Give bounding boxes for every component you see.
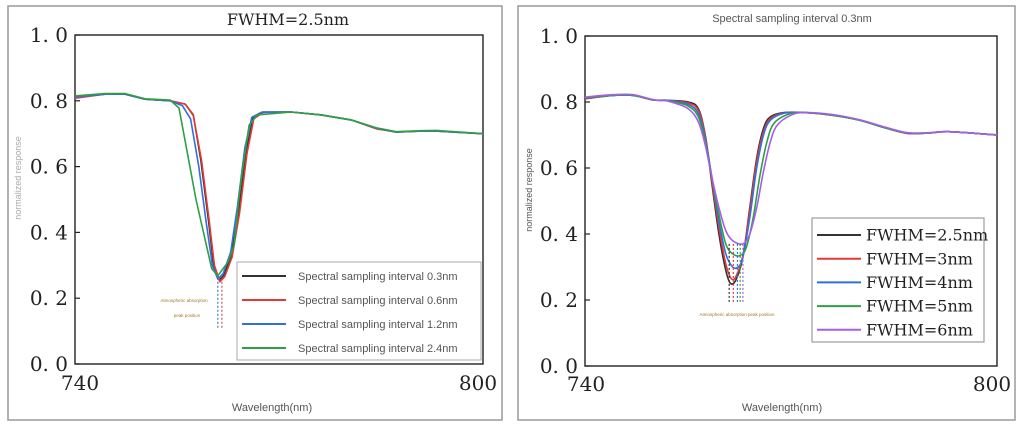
left-legend-box (236, 261, 482, 361)
right-x-tick-800: 800 (973, 372, 1011, 396)
legend-label: FWHM=3nm (866, 249, 973, 268)
y-tick-label: 0. 0 (30, 352, 68, 376)
y-tick-label: 0. 4 (540, 222, 578, 246)
left-y-axis-label: normalized response (13, 136, 23, 220)
series-line-5 (584, 93, 998, 245)
left-series-lines (74, 92, 484, 283)
left-chart-title: FWHM=2.5nm (227, 10, 349, 29)
legend-label: Spectral sampling interval 0.3nm (298, 271, 458, 283)
y-tick-label: 0. 2 (30, 286, 68, 310)
right-legend: FWHM=2.5nm FWHM=3nm FWHM=4nm FWHM=5nm FWHM=6… (811, 217, 988, 343)
left-x-tick-800: 800 (459, 371, 497, 395)
right-chart-panel: Spectral sampling interval 0.3nm 0. 00. … (517, 5, 1016, 421)
right-peak-markers (728, 243, 744, 304)
right-chart-title: Spectral sampling interval 0.3nm (712, 13, 872, 25)
left-x-tick-740: 740 (61, 371, 99, 395)
left-legend: Spectral sampling interval 0.3nm Spectral… (236, 261, 482, 361)
right-x-axis-label: Wavelength(nm) (742, 402, 822, 414)
y-tick-label: 0. 6 (540, 156, 578, 180)
legend-label: FWHM=5nm (866, 297, 973, 316)
right-plot-area (584, 35, 998, 367)
left-annotation-line1: Atmospheric absorption (160, 298, 208, 303)
legend-label: FWHM=6nm (866, 320, 973, 339)
legend-label: FWHM=2.5nm (866, 226, 988, 245)
legend-label: Spectral sampling interval 1.2nm (298, 319, 458, 331)
right-x-tick-740: 740 (567, 372, 605, 396)
y-tick-label: 0. 4 (30, 220, 68, 244)
y-tick-label: 0. 8 (30, 89, 68, 113)
left-y-ticks: 0. 0 0. 2 0. 4 0. 6 0. 8 1. 0 (30, 23, 80, 376)
right-y-ticks: 0. 0 0. 2 0. 4 0. 6 0. 8 1. 0 (540, 24, 590, 378)
y-tick-label: 0. 8 (540, 90, 578, 114)
series-line-4 (74, 92, 484, 277)
legend-label: Spectral sampling interval 2.4nm (298, 343, 458, 355)
y-tick-label: 0. 6 (30, 155, 68, 179)
left-annotation-line2: peak position (174, 313, 201, 318)
right-legend-box (811, 217, 985, 343)
legend-label: FWHM=4nm (866, 273, 973, 292)
left-plot-area (74, 34, 484, 365)
right-chart-frame (517, 5, 1016, 421)
left-chart-panel: FWHM=2.5nm 0. 00. 20. 40. 60. 81. 0 740 … (7, 5, 503, 421)
y-tick-label: 1. 0 (540, 24, 578, 48)
right-y-axis-label: normalized response (524, 148, 534, 232)
y-tick-label: 1. 0 (30, 23, 68, 47)
left-x-axis-label: Wavelength(nm) (232, 402, 312, 414)
legend-label: Spectral sampling interval 0.6nm (298, 295, 458, 307)
y-tick-label: 0. 0 (540, 354, 578, 378)
y-tick-label: 0. 2 (540, 288, 578, 312)
right-annotation: Atmospheric absorption peak position (699, 312, 775, 317)
